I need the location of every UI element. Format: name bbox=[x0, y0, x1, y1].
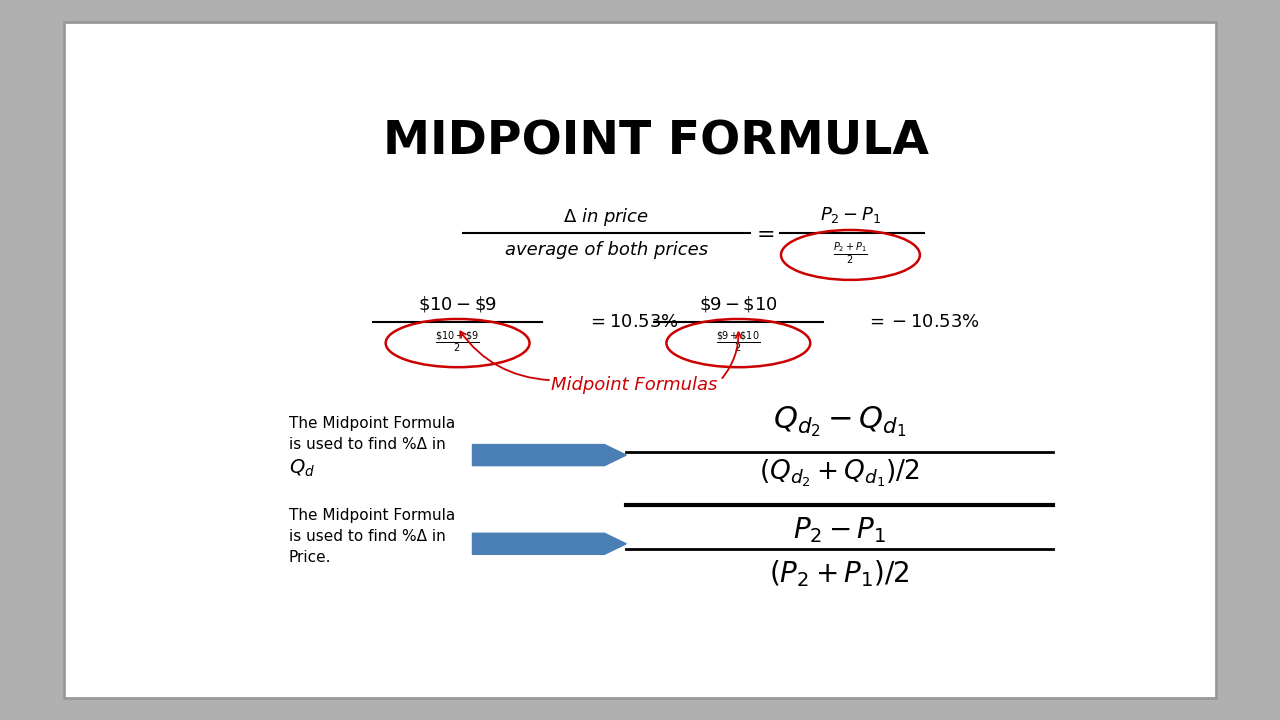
FancyArrow shape bbox=[472, 534, 626, 554]
FancyArrow shape bbox=[472, 444, 626, 466]
Text: $Q_d$: $Q_d$ bbox=[289, 458, 315, 479]
Text: $(Q_{d_2}+Q_{d_1})/2$: $(Q_{d_2}+Q_{d_1})/2$ bbox=[759, 457, 920, 489]
Text: $= 10.53\%$: $= 10.53\%$ bbox=[586, 313, 678, 331]
Text: $P_2 - P_1$: $P_2 - P_1$ bbox=[819, 205, 881, 225]
Text: $=$: $=$ bbox=[751, 223, 774, 243]
Text: MIDPOINT FORMULA: MIDPOINT FORMULA bbox=[383, 120, 929, 164]
Text: $\$9 - \$10$: $\$9 - \$10$ bbox=[699, 294, 778, 314]
Text: $\$10 - \$9$: $\$10 - \$9$ bbox=[419, 294, 497, 314]
Text: $= -10.53\%$: $= -10.53\%$ bbox=[867, 313, 980, 331]
Text: average of both prices: average of both prices bbox=[504, 241, 708, 259]
Text: Midpoint Formulas: Midpoint Formulas bbox=[550, 376, 717, 394]
Text: The Midpoint Formula
is used to find %Δ in: The Midpoint Formula is used to find %Δ … bbox=[289, 416, 456, 452]
Text: $\Delta$ in price: $\Delta$ in price bbox=[563, 206, 649, 228]
Text: $\frac{P_2+P_1}{2}$: $\frac{P_2+P_1}{2}$ bbox=[833, 240, 868, 267]
Text: $\frac{\$10+\$9}{2}$: $\frac{\$10+\$9}{2}$ bbox=[435, 330, 480, 355]
Text: $(P_2+P_1)/2$: $(P_2+P_1)/2$ bbox=[769, 558, 910, 588]
Text: The Midpoint Formula
is used to find %Δ in
Price.: The Midpoint Formula is used to find %Δ … bbox=[289, 508, 456, 564]
Text: $Q_{d_2}-Q_{d_1}$: $Q_{d_2}-Q_{d_1}$ bbox=[773, 405, 906, 439]
Text: $P_2-P_1$: $P_2-P_1$ bbox=[792, 515, 886, 545]
Text: $\frac{\$9+\$10}{2}$: $\frac{\$9+\$10}{2}$ bbox=[717, 330, 760, 355]
